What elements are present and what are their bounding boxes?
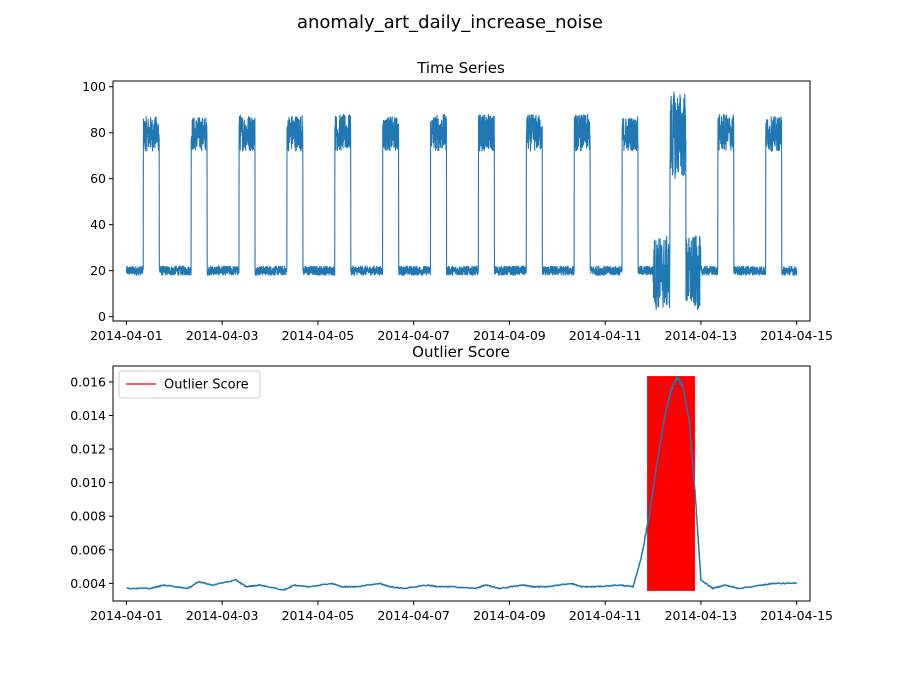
y-tick-label: 20 — [90, 263, 106, 278]
figure-suptitle: anomaly_art_daily_increase_noise — [297, 12, 603, 33]
x-tick-label: 2014-04-15 — [760, 328, 833, 343]
x-tick-label: 2014-04-09 — [473, 608, 546, 623]
outlier-score-title: Outlier Score — [412, 343, 510, 361]
y-tick-label: 0.004 — [70, 576, 106, 591]
time-series-title: Time Series — [416, 59, 505, 77]
x-tick-label: 2014-04-09 — [473, 328, 546, 343]
x-tick-label: 2014-04-01 — [90, 328, 163, 343]
x-tick-label: 2014-04-03 — [186, 328, 259, 343]
x-tick-label: 2014-04-11 — [569, 608, 642, 623]
x-tick-label: 2014-04-15 — [760, 608, 833, 623]
y-tick-label: 40 — [90, 217, 106, 232]
x-tick-label: 2014-04-13 — [665, 328, 738, 343]
outlier-score-plot-area — [126, 375, 797, 591]
time-series-plot-area — [125, 91, 798, 311]
y-tick-label: 0.010 — [70, 475, 106, 490]
outlier-score-line — [126, 375, 797, 591]
y-tick-label: 100 — [82, 79, 106, 94]
y-tick-label: 0.006 — [70, 542, 106, 557]
y-tick-label: 0.014 — [70, 408, 106, 423]
legend-box — [118, 370, 261, 399]
x-tick-label: 2014-04-07 — [377, 608, 450, 623]
legend-label: Outlier Score — [164, 378, 249, 393]
y-tick-label: 60 — [90, 171, 106, 186]
y-tick-label: 0.008 — [70, 509, 106, 524]
outlier-score-frame — [112, 365, 811, 602]
x-tick-label: 2014-04-03 — [186, 608, 259, 623]
y-tick-label: 0 — [98, 309, 106, 324]
x-tick-label: 2014-04-05 — [282, 328, 355, 343]
x-tick-label: 2014-04-13 — [665, 608, 738, 623]
x-tick-label: 2014-04-11 — [569, 328, 642, 343]
y-tick-label: 0.016 — [70, 374, 106, 389]
x-tick-label: 2014-04-05 — [282, 608, 355, 623]
outlier-score-legend: Outlier Score — [118, 370, 261, 399]
outlier-score-axes: 2014-04-01 2014-04-03 2014-04-05 2014-04-07… — [70, 374, 833, 623]
y-tick-label: 0.012 — [70, 442, 106, 457]
outlier-score-panel: Outlier Score 2014-04-01 2014-04-03 2014-0… — [70, 343, 833, 623]
x-tick-label: 2014-04-01 — [90, 608, 163, 623]
time-series-axes: 2014-04-01 2014-04-03 2014-04-05 2014-04-07… — [82, 79, 833, 343]
time-series-line — [125, 91, 798, 311]
x-tick-label: 2014-04-07 — [377, 328, 450, 343]
y-tick-label: 80 — [90, 125, 106, 140]
time-series-frame — [112, 80, 811, 322]
time-series-panel: Time Series 2014-04-01 2014-04-03 2014-04-… — [82, 59, 833, 343]
